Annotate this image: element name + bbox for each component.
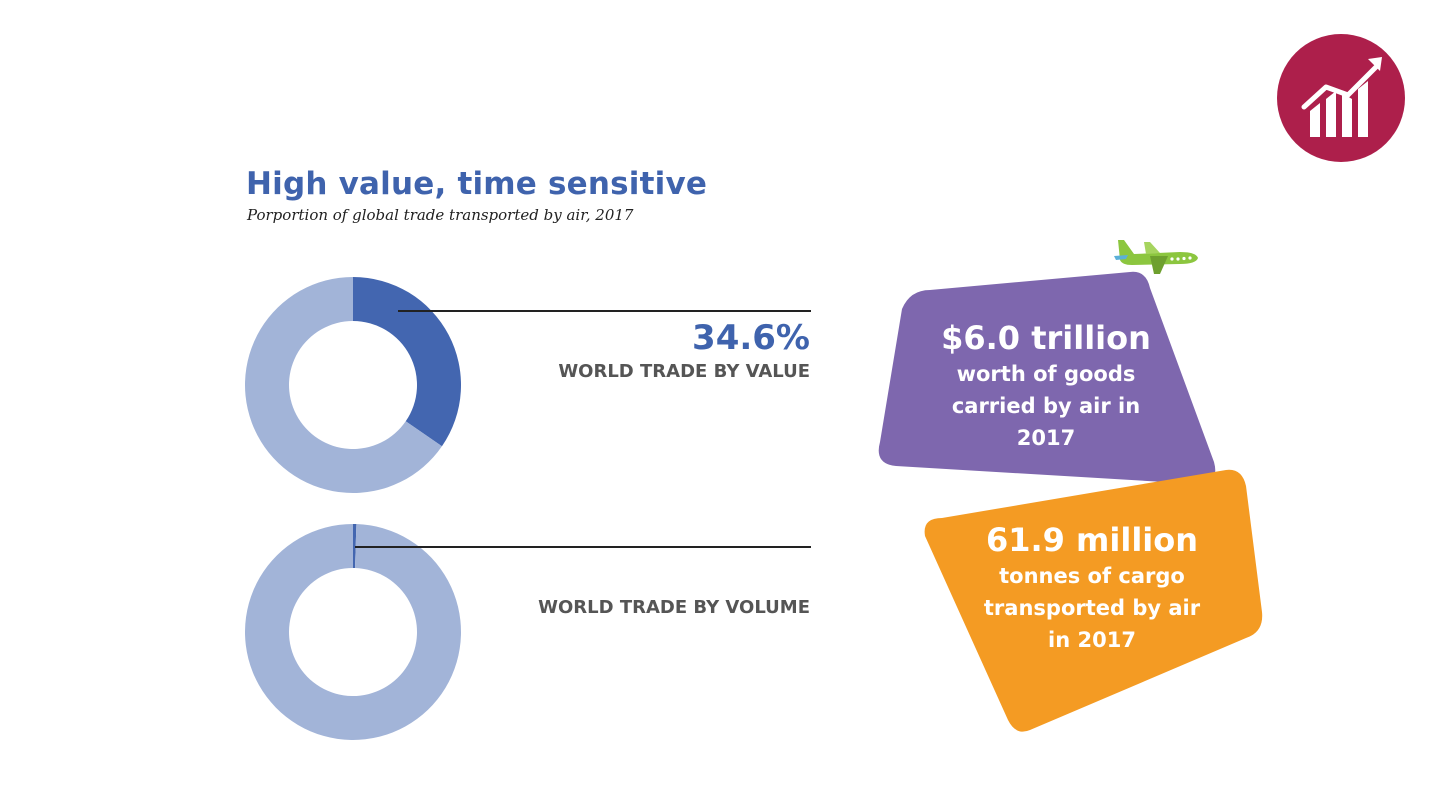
callout-line: tonnes of cargo: [999, 564, 1185, 588]
callout-line: worth of goods: [956, 362, 1136, 386]
callout-line: in 2017: [1048, 628, 1136, 652]
donut-chart-volume: [244, 524, 461, 740]
callout-headline: 61.9 million: [985, 521, 1199, 559]
callout-trillion: $6.0 trillion worth of goods carried by …: [908, 318, 1184, 454]
value-donut-slice-0: [353, 277, 461, 447]
value-label: WORLD TRADE BY VALUE: [558, 361, 810, 382]
value-donut-slice-1: [245, 277, 442, 493]
chart-title: High value, time sensitive: [246, 166, 708, 202]
callout-line: 2017: [1016, 426, 1076, 450]
volume-donut-slice-1: [244, 524, 461, 740]
callout-line: transported by air: [983, 596, 1201, 620]
callout-shape-purple: [878, 271, 1216, 484]
trend-chart-icon: [1277, 34, 1405, 162]
callout-million: 61.9 million tonnes of cargo transported…: [958, 520, 1226, 656]
airplane-icon: [1114, 240, 1198, 274]
chart-subtitle: Porportion of global trade transported b…: [247, 206, 634, 224]
donut-chart-value: [245, 277, 461, 493]
callout-line: carried by air in: [951, 394, 1141, 418]
callout-headline: $6.0 trillion: [941, 319, 1151, 357]
volume-donut-slice-0: [353, 524, 357, 569]
value-percentage: 34.6%: [692, 318, 810, 358]
callout-shape-orange: [924, 469, 1263, 732]
volume-label: WORLD TRADE BY VOLUME: [538, 597, 810, 618]
